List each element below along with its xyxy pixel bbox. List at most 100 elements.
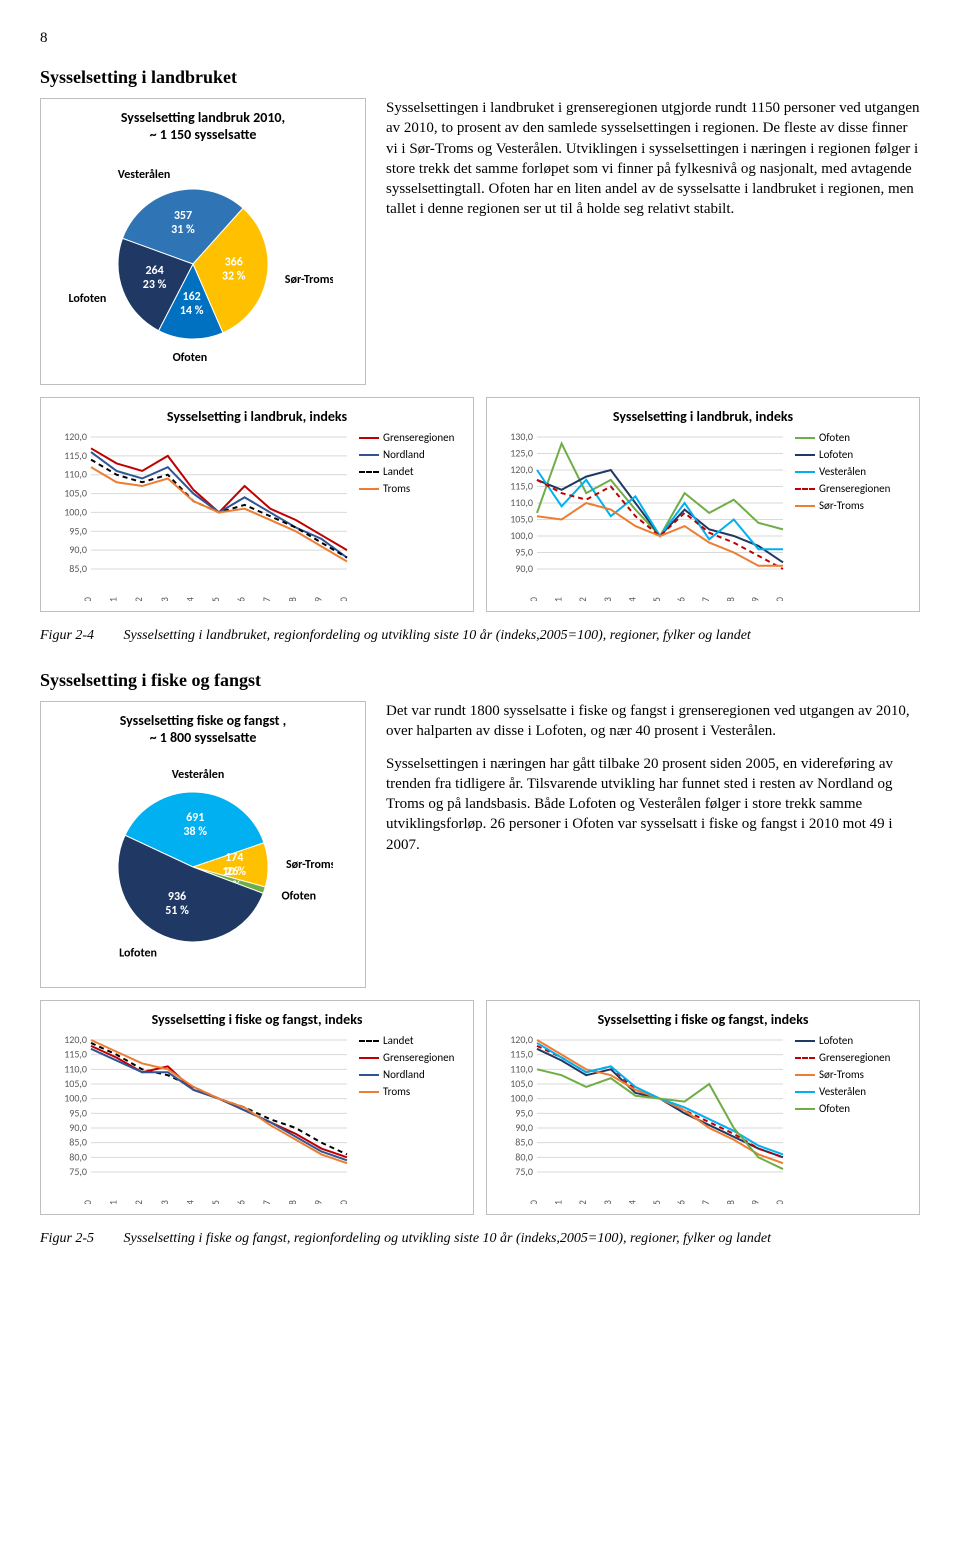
legend-item: Grenseregionen <box>359 431 454 444</box>
svg-text:105,0: 105,0 <box>510 1077 533 1090</box>
chart-legend: GrenseregionenNordlandLandetTroms <box>359 431 454 601</box>
legend-item: Lofoten <box>795 448 890 461</box>
svg-text:Sør-Troms: Sør-Troms <box>285 273 333 287</box>
svg-text:120,0: 120,0 <box>510 463 533 476</box>
svg-text:Lofoten: Lofoten <box>68 292 106 306</box>
svg-text:115,0: 115,0 <box>64 1048 87 1061</box>
line-chart: 75,080,085,090,095,0100,0105,0110,0115,0… <box>53 1034 353 1204</box>
svg-text:80,0: 80,0 <box>69 1150 87 1163</box>
svg-text:2000: 2000 <box>81 597 94 601</box>
svg-text:115,0: 115,0 <box>64 449 87 462</box>
body-landbruk: Sysselsettingen i landbruket i grensereg… <box>386 98 920 220</box>
svg-text:2008: 2008 <box>724 597 737 601</box>
figure-caption-text: Sysselsetting i fiske og fangst, regionf… <box>124 1231 772 1246</box>
svg-text:110,0: 110,0 <box>510 496 533 509</box>
svg-text:95,0: 95,0 <box>515 546 533 559</box>
legend-item: Nordland <box>359 448 454 461</box>
legend-item: Troms <box>359 482 454 495</box>
svg-text:2009: 2009 <box>311 1200 324 1204</box>
pie-chart-fiske: 69138 %Vesterålen17410 %Sør-Troms261 %Of… <box>53 752 333 972</box>
svg-text:2001: 2001 <box>552 1200 565 1204</box>
svg-text:2002: 2002 <box>576 1200 589 1204</box>
svg-text:2001: 2001 <box>552 597 565 601</box>
svg-text:110,0: 110,0 <box>510 1062 533 1075</box>
svg-text:75,0: 75,0 <box>515 1165 533 1178</box>
svg-text:2007: 2007 <box>260 1200 273 1204</box>
svg-text:2005: 2005 <box>209 1200 222 1204</box>
svg-text:Sør-Troms: Sør-Troms <box>286 858 333 872</box>
svg-text:2009: 2009 <box>311 597 324 601</box>
svg-text:125,0: 125,0 <box>510 447 533 460</box>
svg-text:Vesterålen: Vesterålen <box>172 768 225 782</box>
chart-legend: LofotenGrenseregionenSør-TromsVesterålen… <box>795 1034 890 1204</box>
svg-text:366: 366 <box>225 256 243 270</box>
svg-text:2004: 2004 <box>625 1200 638 1204</box>
svg-text:2009: 2009 <box>748 597 761 601</box>
svg-text:90,0: 90,0 <box>515 1121 533 1134</box>
svg-text:2010: 2010 <box>337 1200 350 1204</box>
svg-text:2003: 2003 <box>601 597 614 601</box>
linechart-title: Sysselsetting i landbruk, indeks <box>53 408 461 425</box>
svg-text:2003: 2003 <box>601 1200 614 1204</box>
svg-text:120,0: 120,0 <box>64 1034 87 1046</box>
legend-item: Sør-Troms <box>795 1068 890 1081</box>
svg-text:2000: 2000 <box>81 1200 94 1204</box>
svg-text:2002: 2002 <box>132 1200 145 1204</box>
svg-text:2005: 2005 <box>650 1200 663 1204</box>
svg-text:2004: 2004 <box>625 597 638 601</box>
svg-text:2008: 2008 <box>724 1200 737 1204</box>
linechart-title: Sysselsetting i fiske og fangst, indeks <box>499 1011 907 1028</box>
svg-text:2004: 2004 <box>183 1200 196 1204</box>
svg-text:90,0: 90,0 <box>515 562 533 575</box>
svg-text:357: 357 <box>174 209 192 223</box>
legend-item: Ofoten <box>795 1102 890 1115</box>
line-chart: 85,090,095,0100,0105,0110,0115,0120,0200… <box>53 431 353 601</box>
svg-text:2005: 2005 <box>650 597 663 601</box>
svg-text:Vesterålen: Vesterålen <box>118 168 171 182</box>
svg-text:85,0: 85,0 <box>69 562 87 575</box>
figure-caption: Figur 2-5 Sysselsetting i fiske og fangs… <box>40 1231 920 1247</box>
legend-item: Nordland <box>359 1068 454 1081</box>
svg-text:2001: 2001 <box>107 1200 120 1204</box>
svg-text:2009: 2009 <box>748 1200 761 1204</box>
figure-number: Figur 2-4 <box>40 628 120 644</box>
svg-text:Ofoten: Ofoten <box>281 890 316 904</box>
svg-text:2002: 2002 <box>576 597 589 601</box>
svg-text:2000: 2000 <box>527 597 540 601</box>
chart-legend: OfotenLofotenVesterålenGrenseregionenSør… <box>795 431 890 601</box>
pie-panel-fiske: Sysselsetting fiske og fangst , ~ 1 800 … <box>40 701 366 988</box>
svg-text:2007: 2007 <box>699 597 712 601</box>
svg-text:2010: 2010 <box>337 597 350 601</box>
svg-text:2007: 2007 <box>260 597 273 601</box>
legend-item: Grenseregionen <box>795 1051 890 1064</box>
svg-text:120,0: 120,0 <box>510 1034 533 1046</box>
svg-text:174: 174 <box>225 851 243 865</box>
figure-caption-text: Sysselsetting i landbruket, regionfordel… <box>124 628 751 643</box>
svg-text:2006: 2006 <box>235 597 248 601</box>
legend-item: Sør-Troms <box>795 499 890 512</box>
svg-text:90,0: 90,0 <box>69 543 87 556</box>
svg-text:85,0: 85,0 <box>515 1136 533 1149</box>
svg-text:2006: 2006 <box>235 1200 248 1204</box>
svg-text:38 %: 38 % <box>183 825 207 839</box>
svg-text:2007: 2007 <box>699 1200 712 1204</box>
page-number: 8 <box>40 30 920 47</box>
svg-text:Lofoten: Lofoten <box>119 947 157 961</box>
svg-text:2008: 2008 <box>286 1200 299 1204</box>
svg-text:162: 162 <box>183 290 201 304</box>
body-fiske-1: Det var rundt 1800 sysselsatte i fiske o… <box>386 701 920 742</box>
linechart-panel-fiske-right: Sysselsetting i fiske og fangst, indeks … <box>486 1000 920 1215</box>
svg-text:115,0: 115,0 <box>510 480 533 493</box>
svg-text:2001: 2001 <box>107 597 120 601</box>
svg-text:31 %: 31 % <box>171 223 195 237</box>
svg-text:2010: 2010 <box>773 1200 786 1204</box>
svg-text:95,0: 95,0 <box>69 1106 87 1119</box>
svg-text:2006: 2006 <box>675 1200 688 1204</box>
heading-landbruk: Sysselsetting i landbruket <box>40 67 920 88</box>
svg-text:105,0: 105,0 <box>510 513 533 526</box>
svg-text:105,0: 105,0 <box>64 487 87 500</box>
svg-text:90,0: 90,0 <box>69 1121 87 1134</box>
svg-text:100,0: 100,0 <box>64 1092 87 1105</box>
pie-title-fiske: Sysselsetting fiske og fangst , ~ 1 800 … <box>53 712 353 746</box>
svg-text:115,0: 115,0 <box>510 1048 533 1061</box>
